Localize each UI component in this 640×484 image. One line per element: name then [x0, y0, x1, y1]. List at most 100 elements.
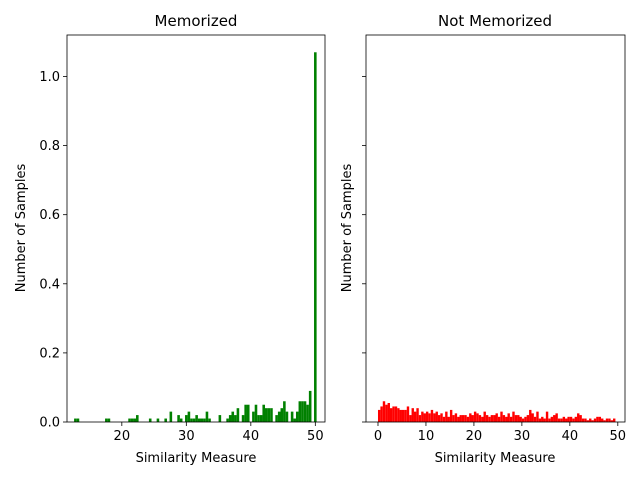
not-memorized-bars [377, 401, 616, 422]
memorized-bar [259, 415, 263, 422]
memorized-bar [164, 418, 167, 422]
not-memorized-bar [497, 416, 501, 422]
memorized-bar [267, 408, 271, 422]
not-memorized-bar [555, 413, 558, 422]
memorized-x-tick-label: 50 [307, 429, 324, 444]
not-memorized-bar [574, 416, 578, 422]
memorized-bar [283, 401, 286, 422]
not-memorized-bar [478, 415, 482, 422]
memorized-bar [226, 418, 229, 422]
not-memorized-bar [538, 418, 542, 422]
memorized-bar [303, 401, 307, 422]
not-memorized-bar [377, 409, 381, 422]
memorized-bar [306, 404, 309, 422]
not-memorized-x-tick-label: 10 [418, 429, 435, 444]
memorized-bar [280, 408, 284, 422]
not-memorized-bar [466, 416, 470, 422]
not-memorized-bar [536, 411, 539, 422]
not-memorized-bar [449, 409, 453, 422]
not-memorized-bar [483, 411, 486, 422]
not-memorized-bar [399, 409, 402, 422]
not-memorized-bar [425, 411, 429, 422]
not-memorized-bar [581, 418, 585, 422]
not-memorized-bar [569, 416, 573, 422]
not-memorized-bar [440, 413, 443, 422]
not-memorized-bar [560, 418, 563, 422]
not-memorized-x-axis-label: Similarity Measure [435, 451, 556, 466]
not-memorized-bar [416, 408, 419, 422]
memorized-bar [262, 404, 266, 422]
memorized-panel: 20 30 40 50 0.0 0.2 0.4 0.6 0.8 1.0 Memorized Si… [14, 12, 326, 466]
not-memorized-bar [579, 415, 582, 422]
not-memorized-bar [519, 416, 522, 422]
memorized-bar [293, 418, 296, 422]
not-memorized-bar [490, 415, 494, 422]
memorized-y-tick-label: 0.0 [39, 416, 60, 431]
not-memorized-bar [447, 416, 450, 422]
not-memorized-bar [442, 416, 446, 422]
not-memorized-x-tick-label: 50 [610, 429, 627, 444]
not-memorized-bar [421, 411, 424, 422]
not-memorized-bar [541, 416, 544, 422]
memorized-bar [136, 415, 139, 422]
not-memorized-bar [524, 416, 527, 422]
memorized-bar [192, 418, 196, 422]
not-memorized-bar [382, 401, 386, 422]
not-memorized-bar [589, 418, 592, 422]
not-memorized-bar [495, 413, 498, 422]
memorized-bar [205, 411, 209, 422]
not-memorized-bar [545, 411, 549, 422]
memorized-y-tick-label: 0.2 [39, 346, 60, 361]
not-memorized-bar [454, 413, 458, 422]
memorized-bars [74, 52, 317, 422]
not-memorized-bar [471, 415, 474, 422]
not-memorized-x-tick-label: 30 [514, 429, 531, 444]
not-memorized-bar [423, 413, 426, 422]
not-memorized-bar [411, 408, 414, 422]
not-memorized-bar [567, 416, 570, 422]
memorized-bar [156, 418, 160, 422]
memorized-bar [107, 418, 111, 422]
not-memorized-bar [488, 416, 491, 422]
memorized-bar [130, 418, 134, 422]
not-memorized-bar [505, 416, 508, 422]
not-memorized-x-ticks: 0 10 20 30 40 50 [374, 422, 626, 444]
memorized-bar [290, 411, 294, 422]
not-memorized-axes-frame [365, 34, 626, 423]
memorized-title: Memorized [155, 12, 238, 30]
not-memorized-bar [543, 418, 546, 422]
not-memorized-bar [485, 415, 489, 422]
not-memorized-bar [380, 406, 383, 422]
memorized-axes-frame [66, 34, 326, 423]
memorized-bar [236, 408, 240, 422]
not-memorized-bar [437, 415, 441, 422]
memorized-bar [275, 415, 278, 422]
not-memorized-bar [433, 413, 436, 422]
not-memorized-bar [473, 411, 477, 422]
not-memorized-bar [610, 420, 614, 422]
not-memorized-bar [413, 411, 417, 422]
not-memorized-x-tick-label: 40 [562, 429, 579, 444]
memorized-bar [308, 390, 312, 422]
memorized-bar [128, 418, 131, 422]
not-memorized-bar [608, 418, 611, 422]
not-memorized-x-tick-label: 0 [374, 429, 382, 444]
not-memorized-bar [401, 409, 405, 422]
not-memorized-bar [493, 415, 496, 422]
memorized-bar [241, 415, 245, 422]
not-memorized-bar [404, 409, 407, 422]
memorized-y-tick-label: 0.4 [39, 277, 60, 292]
memorized-bar [231, 411, 235, 422]
memorized-bar [298, 401, 302, 422]
memorized-bar [203, 418, 206, 422]
not-memorized-bar [517, 415, 520, 422]
not-memorized-bar [445, 411, 448, 422]
memorized-bar [228, 415, 232, 422]
memorized-bar [185, 415, 188, 422]
not-memorized-title: Not Memorized [438, 12, 552, 30]
not-memorized-bar [598, 416, 602, 422]
not-memorized-bar [435, 411, 438, 422]
